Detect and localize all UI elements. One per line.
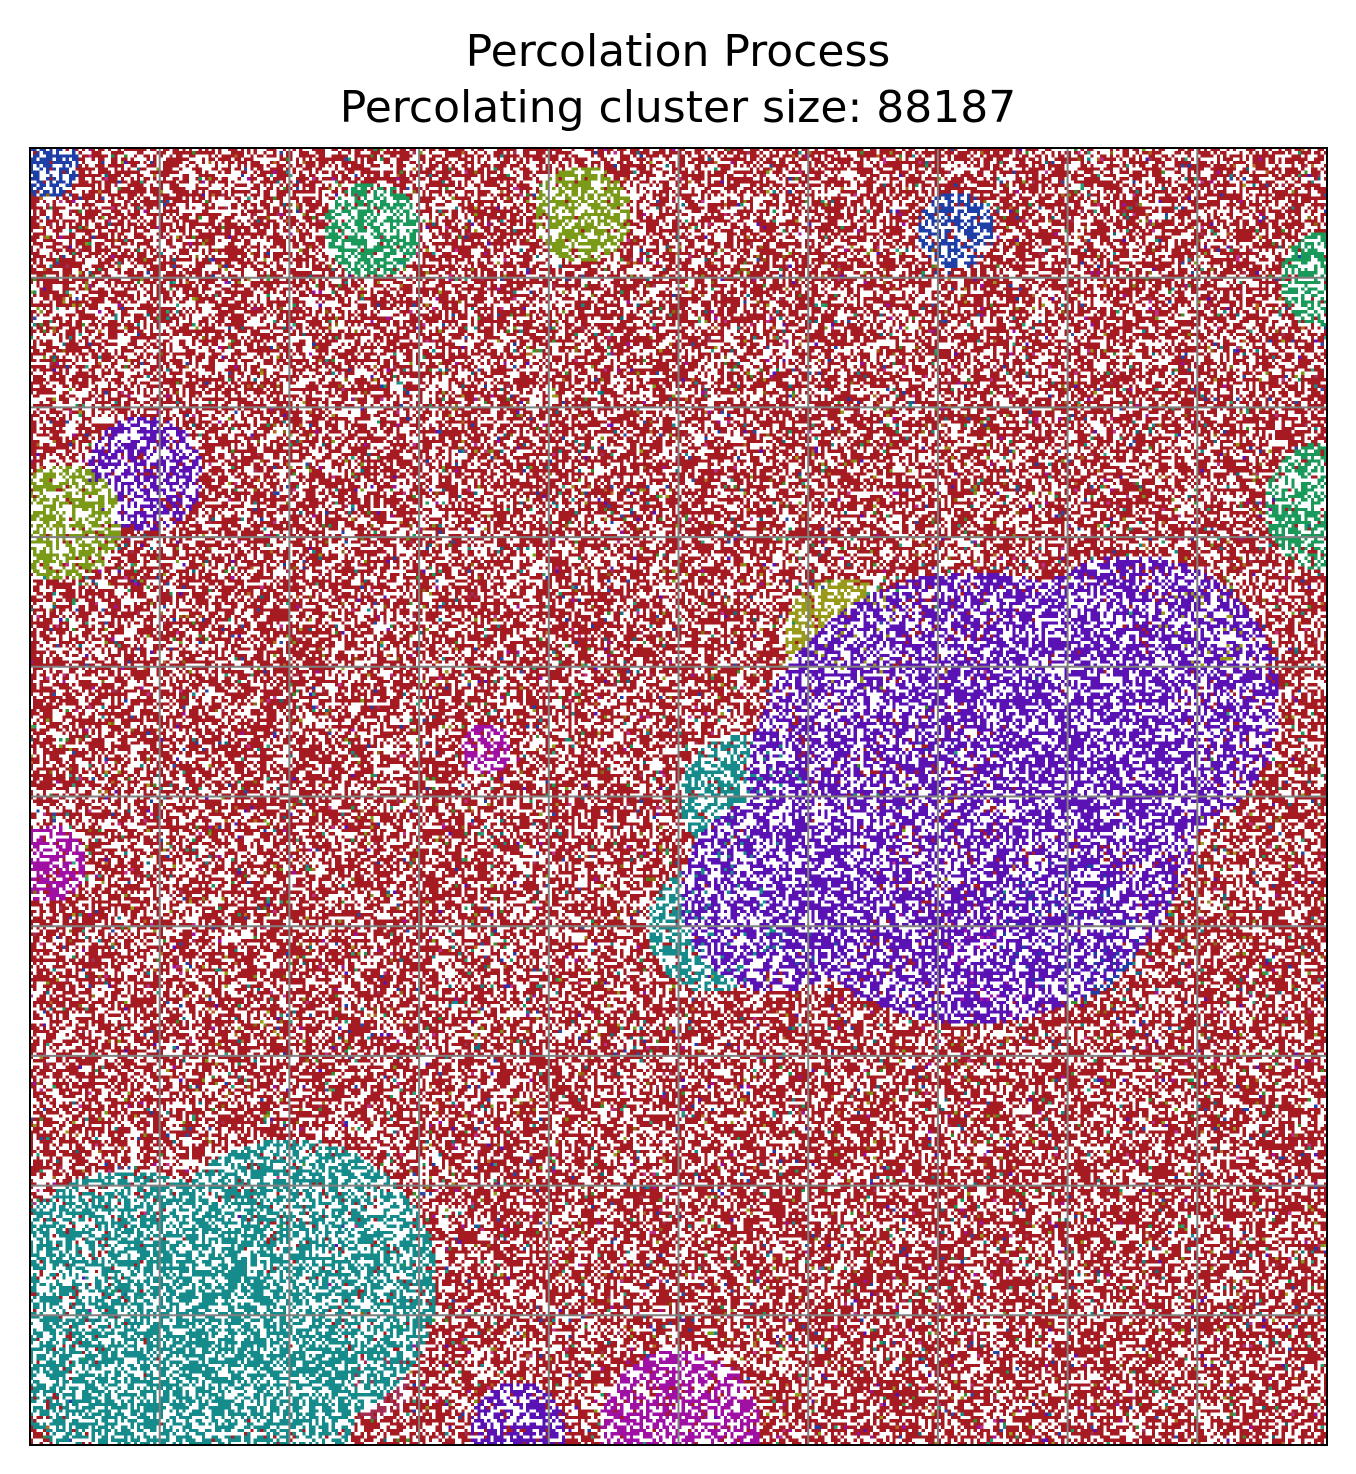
plot-area	[29, 147, 1328, 1446]
plot-frame	[29, 147, 1328, 1446]
chart-title: Percolation Process	[465, 26, 891, 77]
grid-lines	[30, 148, 1327, 1445]
chart-subtitle: Percolating cluster size: 88187	[339, 82, 1017, 133]
